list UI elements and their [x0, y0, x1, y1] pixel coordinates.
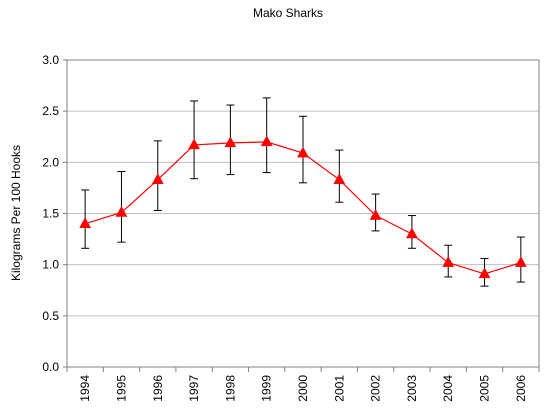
chart-title: Mako Sharks	[253, 6, 323, 20]
data-point	[224, 136, 237, 148]
x-tick-label: 1999	[260, 375, 274, 402]
y-tick-label: 1.0	[42, 258, 59, 272]
data-point	[115, 205, 128, 217]
data-point	[297, 146, 309, 158]
y-axis-label: Kilograms Per 100 Hooks	[9, 145, 23, 281]
data-point	[442, 256, 455, 267]
y-tick-label: 0.0	[42, 360, 59, 374]
data-point	[369, 209, 382, 220]
x-tick-label: 1994	[78, 375, 92, 402]
data-point	[406, 227, 418, 239]
y-tick-label: 1.5	[42, 207, 59, 221]
data-point	[514, 256, 527, 267]
data-point	[79, 217, 92, 228]
x-tick-label: 2004	[441, 375, 455, 402]
x-tick-label: 2005	[478, 375, 492, 402]
x-tick-label: 2003	[405, 375, 419, 402]
x-tick-label: 2001	[332, 375, 346, 402]
x-tick-label: 2002	[369, 375, 383, 402]
y-tick-label: 2.0	[42, 155, 59, 169]
plot-area: 0.0 0.5 1.0 1.5 2.0 2.5 3.0 1994 1995 1996 1997 199…	[42, 53, 540, 402]
x-tick-label: 1995	[114, 375, 128, 402]
data-point	[151, 173, 164, 184]
data-point	[260, 135, 273, 147]
data-point	[188, 138, 200, 150]
x-tick-label: 1998	[223, 375, 237, 402]
data-point	[333, 173, 346, 184]
plot-frame	[66, 59, 540, 368]
x-tick-label: 1997	[187, 375, 201, 402]
y-tick-label: 0.5	[42, 309, 59, 323]
x-tick-label: 2006	[514, 375, 528, 402]
x-tick-label: 1996	[151, 375, 165, 402]
y-tick-label: 3.0	[42, 53, 59, 67]
x-tick-label: 2000	[296, 375, 310, 402]
y-tick-label: 2.5	[42, 104, 59, 118]
data-point	[478, 267, 491, 279]
